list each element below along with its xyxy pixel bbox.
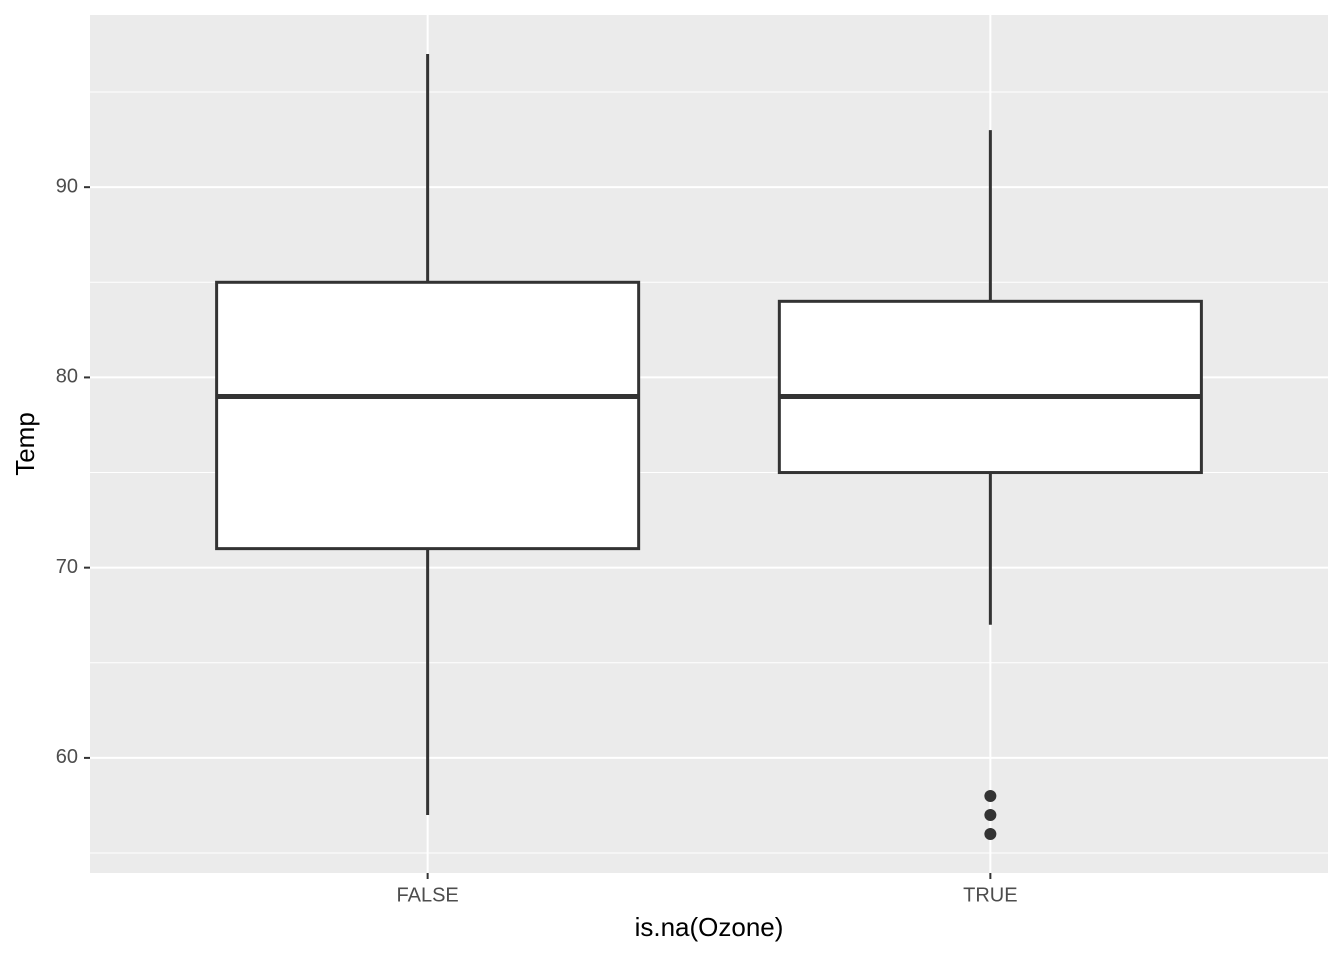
box	[777, 299, 1203, 475]
x-tick-label: FALSE	[397, 884, 459, 906]
outlier	[984, 808, 997, 821]
x-axis-title: is.na(Ozone)	[635, 912, 784, 942]
y-tick-label: 80	[56, 366, 78, 388]
y-axis-title: Temp	[10, 412, 40, 476]
box	[215, 280, 641, 551]
y-tick-label: 90	[56, 175, 78, 197]
y-tick-label: 70	[56, 556, 78, 578]
y-tick-label: 60	[56, 746, 78, 768]
outlier	[984, 828, 997, 840]
outlier	[984, 789, 997, 802]
x-tick-label: TRUE	[963, 884, 1017, 906]
